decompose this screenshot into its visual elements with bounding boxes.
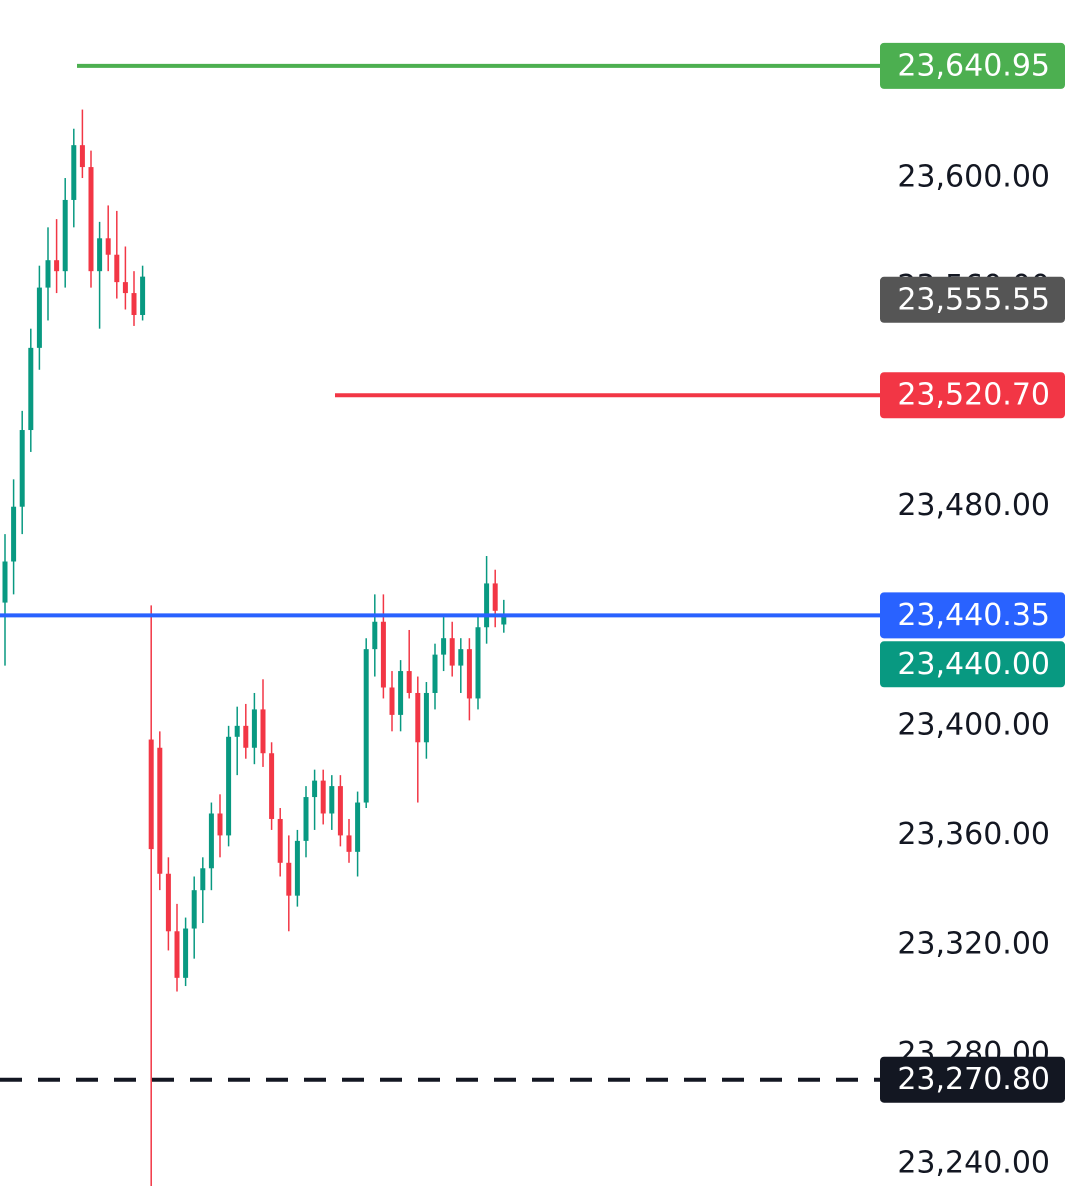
candle-body: [191, 890, 197, 929]
candle-body: [355, 802, 361, 852]
candle-body: [243, 725, 249, 748]
candle-body: [105, 238, 111, 255]
candle-body: [28, 347, 34, 431]
candle-body: [415, 692, 421, 743]
candle-body: [183, 928, 189, 978]
candle-body: [406, 671, 412, 693]
candle-body: [217, 813, 223, 836]
candle-body: [320, 780, 326, 814]
candle-body: [458, 649, 464, 666]
candle-body: [200, 868, 206, 891]
y-tick-label: 23,600.00: [897, 160, 1050, 195]
candle-body: [337, 786, 343, 836]
candle-body: [398, 671, 404, 715]
candle-body: [36, 287, 42, 348]
price-badge-label: 23,440.00: [897, 647, 1050, 682]
price-badge: [880, 1056, 1065, 1103]
candle-body: [11, 506, 17, 562]
candle-body: [97, 238, 103, 272]
candle-body: [54, 260, 60, 272]
price-badge-label: 23,520.70: [897, 378, 1050, 413]
candle-body: [114, 254, 120, 283]
candle-body: [251, 709, 257, 748]
candle-body: [441, 638, 447, 655]
candle-body: [346, 835, 352, 852]
candle-body: [277, 818, 283, 863]
price-badge-label: 23,555.55: [897, 282, 1050, 317]
price-badge-label: 23,640.95: [897, 48, 1050, 83]
y-tick-label: 23,240.00: [897, 1146, 1050, 1181]
candle-body: [208, 813, 214, 869]
candle-body: [492, 583, 498, 611]
candle-body: [174, 931, 180, 978]
price-badge: [880, 372, 1065, 419]
candle-body: [88, 167, 94, 272]
price-badge: [880, 276, 1065, 323]
candle-body: [148, 739, 154, 850]
candle-body: [449, 638, 455, 666]
candle-body: [140, 276, 146, 315]
y-tick-label: 23,400.00: [897, 707, 1050, 742]
candle-body: [466, 649, 472, 699]
y-tick-label: 23,480.00: [897, 488, 1050, 523]
candle-body: [372, 621, 378, 650]
y-tick-label: 23,360.00: [897, 817, 1050, 852]
candle-body: [71, 145, 77, 200]
candle-body: [423, 692, 429, 743]
price-badge-label: 23,440.35: [897, 598, 1050, 633]
candle-body: [363, 649, 369, 803]
candle-body: [484, 583, 490, 628]
candle-body: [329, 786, 335, 814]
candle-body: [62, 199, 68, 272]
price-badge: [880, 42, 1065, 89]
price-badge: [880, 592, 1065, 639]
candle-body: [389, 687, 395, 715]
candle-body: [269, 753, 275, 819]
candle-body: [2, 561, 8, 603]
candle-body: [45, 260, 51, 288]
candle-body: [475, 627, 481, 699]
candle-body: [226, 736, 232, 836]
candle-body: [432, 654, 438, 693]
candle-body: [19, 430, 25, 507]
y-tick-label: 23,320.00: [897, 926, 1050, 961]
candle-body: [501, 616, 507, 625]
price-badge-label: 23,270.80: [897, 1062, 1050, 1097]
candle-body: [380, 621, 386, 688]
candle-body: [165, 873, 171, 932]
candle-body: [303, 797, 309, 841]
candle-body: [260, 709, 266, 754]
candle-body: [234, 725, 240, 737]
candle-body: [79, 145, 85, 168]
candle-body: [157, 747, 163, 874]
candle-body: [122, 282, 128, 294]
candle-body: [312, 780, 318, 798]
price-badge: [880, 641, 1065, 688]
candle-body: [294, 840, 300, 896]
candle-body: [131, 293, 137, 315]
candle-body: [286, 862, 292, 896]
